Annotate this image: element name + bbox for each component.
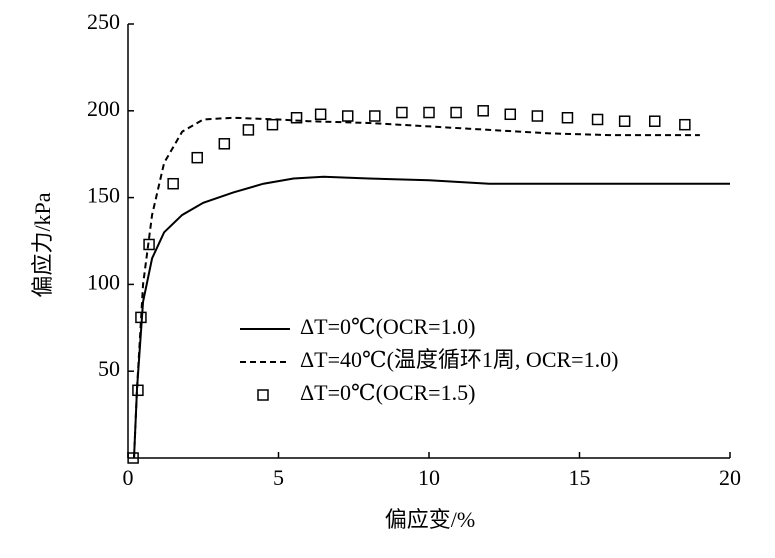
legend-label: ΔT=0℃(OCR=1.0): [300, 314, 475, 339]
marker: [679, 118, 691, 131]
marker: [396, 106, 408, 119]
marker: [504, 108, 517, 121]
marker: [369, 110, 381, 122]
line: [133, 116, 700, 459]
y-tick-label: 100: [87, 269, 120, 294]
legend-marker: [257, 389, 269, 401]
x-tick-label: 10: [418, 465, 440, 490]
y-tick-label: 250: [87, 9, 120, 34]
x-tick-label: 20: [719, 465, 741, 490]
x-tick-label: 15: [569, 465, 591, 490]
line: [133, 175, 730, 459]
legend-label: ΔT=0℃(OCR=1.5): [300, 380, 475, 405]
marker: [167, 177, 179, 190]
marker: [290, 111, 303, 124]
marker: [477, 105, 489, 117]
legend-label: ΔT=40℃(温度循环1周, OCR=1.0): [300, 347, 618, 372]
marker: [561, 111, 574, 124]
y-axis-label: 偏应力/kPa: [30, 192, 55, 297]
marker: [127, 452, 139, 464]
x-axis-label: 偏应变/%: [385, 507, 475, 532]
marker: [135, 311, 147, 324]
marker: [143, 238, 155, 251]
marker: [218, 138, 231, 150]
marker: [531, 110, 544, 122]
marker: [649, 115, 661, 127]
marker: [423, 106, 435, 119]
marker: [191, 151, 203, 164]
marker: [618, 115, 631, 127]
x-tick-label: 0: [123, 465, 134, 490]
marker: [242, 124, 255, 136]
x-tick-label: 5: [273, 465, 284, 490]
y-tick-label: 200: [87, 96, 120, 121]
marker: [132, 384, 144, 397]
y-tick-label: 50: [98, 356, 120, 381]
y-tick-label: 150: [87, 183, 120, 208]
marker: [266, 118, 279, 131]
marker: [341, 110, 354, 122]
marker: [591, 113, 604, 126]
marker: [450, 106, 462, 119]
marker: [314, 108, 327, 121]
